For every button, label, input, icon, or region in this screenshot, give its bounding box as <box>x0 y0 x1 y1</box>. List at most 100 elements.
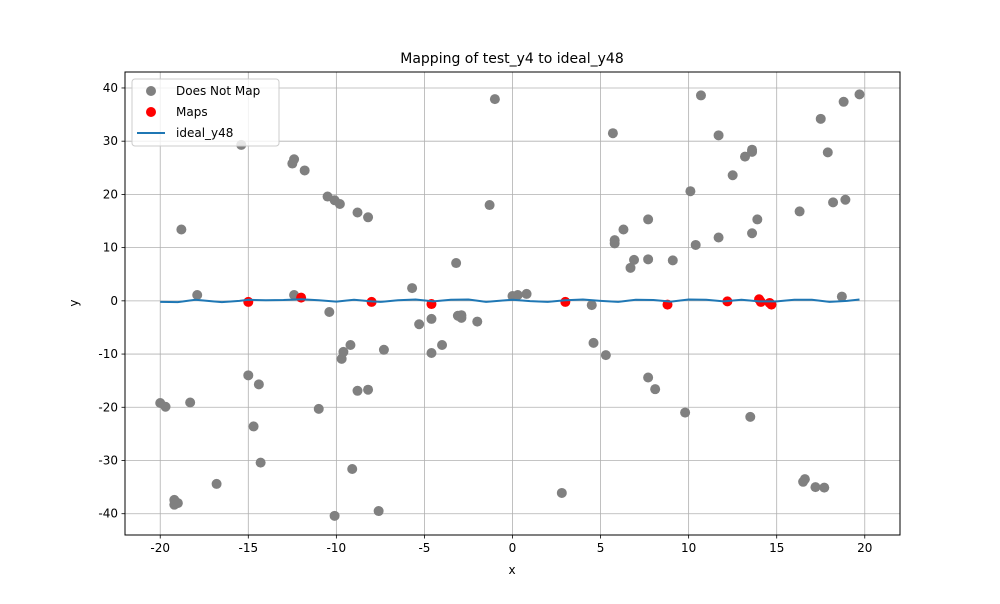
x-tick-label: -15 <box>238 541 258 555</box>
legend-label-ideal: ideal_y48 <box>176 126 233 140</box>
point-does-not-map <box>740 151 750 162</box>
point-does-not-map <box>799 474 810 485</box>
point-does-not-map <box>600 350 611 361</box>
legend-marker-does-not-map <box>146 86 156 96</box>
axis-ticks: -20 -15 -10 -5 0 5 10 15 20 -40 -30 -20 -10 0 10 20 30 40 <box>98 81 872 555</box>
point-does-not-map <box>160 401 171 412</box>
point-does-not-map <box>822 147 833 158</box>
point-does-not-map <box>810 482 821 493</box>
point-does-not-map <box>378 344 389 355</box>
series-layer <box>155 89 865 521</box>
point-does-not-map <box>586 300 597 311</box>
point-does-not-map <box>456 310 467 321</box>
point-does-not-map <box>815 113 826 124</box>
x-tick-label: -5 <box>418 541 430 555</box>
plot-area-frame <box>124 71 901 536</box>
legend-label-maps: Maps <box>176 105 208 119</box>
point-does-not-map <box>713 232 724 243</box>
legend-label-does-not-map: Does Not Map <box>176 84 260 98</box>
point-does-not-map <box>324 307 335 318</box>
point-does-not-map <box>618 224 629 235</box>
y-axis-label: y <box>67 299 81 306</box>
chart-title: Mapping of test_y4 to ideal_y48 <box>400 51 623 67</box>
point-does-not-map <box>556 487 567 498</box>
point-does-not-map <box>607 128 618 139</box>
point-does-not-map <box>363 212 374 223</box>
point-does-not-map <box>752 214 763 225</box>
x-tick-label: -10 <box>327 541 347 555</box>
point-does-not-map <box>414 319 425 330</box>
point-does-not-map <box>373 506 384 517</box>
point-does-not-map <box>437 340 448 351</box>
x-tick-label: 15 <box>769 541 784 555</box>
point-does-not-map <box>747 228 758 239</box>
point-does-not-map <box>352 385 363 396</box>
point-does-not-map <box>253 379 264 390</box>
point-does-not-map <box>192 289 203 300</box>
point-does-not-map <box>854 89 865 100</box>
point-does-not-map <box>329 510 340 521</box>
y-tick-label: 40 <box>103 81 118 95</box>
point-does-not-map <box>512 289 523 300</box>
point-does-not-map <box>484 200 495 211</box>
line-ideal-y48 <box>160 298 860 304</box>
point-does-not-map <box>426 313 437 324</box>
y-tick-label: -10 <box>98 347 118 361</box>
x-tick-label: 20 <box>857 541 872 555</box>
point-does-not-map <box>667 255 678 266</box>
point-does-not-map <box>345 340 356 351</box>
x-tick-label: -20 <box>150 541 170 555</box>
point-does-not-map <box>695 90 706 101</box>
legend-marker-maps <box>146 107 156 117</box>
point-does-not-map <box>836 291 847 302</box>
point-does-not-map <box>713 130 724 141</box>
point-does-not-map <box>629 254 640 265</box>
point-maps <box>560 296 571 307</box>
point-does-not-map <box>185 397 196 408</box>
x-tick-label: 10 <box>681 541 696 555</box>
point-does-not-map <box>451 258 462 269</box>
point-does-not-map <box>407 283 418 294</box>
y-tick-label: 0 <box>110 294 118 308</box>
y-tick-label: 10 <box>103 241 118 255</box>
point-does-not-map <box>643 372 654 383</box>
point-does-not-map <box>172 498 183 509</box>
point-does-not-map <box>299 165 310 176</box>
point-does-not-map <box>828 197 839 208</box>
point-does-not-map <box>243 370 254 381</box>
point-does-not-map <box>521 288 532 299</box>
point-does-not-map <box>338 346 349 357</box>
y-tick-label: -30 <box>98 453 118 467</box>
point-does-not-map <box>840 194 851 205</box>
point-does-not-map <box>176 224 187 235</box>
point-does-not-map <box>747 146 758 157</box>
legend: Does Not Map Maps ideal_y48 <box>131 78 280 147</box>
x-tick-label: 0 <box>509 541 517 555</box>
y-tick-label: -20 <box>98 400 118 414</box>
point-does-not-map <box>334 198 345 209</box>
point-does-not-map <box>426 347 437 358</box>
point-does-not-map <box>643 254 654 265</box>
point-does-not-map <box>609 238 620 249</box>
point-maps <box>243 296 254 307</box>
x-tick-label: 5 <box>597 541 605 555</box>
point-does-not-map <box>588 337 599 348</box>
point-does-not-map <box>819 482 830 493</box>
point-does-not-map <box>685 186 696 197</box>
point-does-not-map <box>794 206 805 217</box>
y-tick-label: 20 <box>103 187 118 201</box>
point-does-not-map <box>745 411 756 422</box>
point-does-not-map <box>690 239 701 250</box>
point-does-not-map <box>289 154 300 165</box>
legend-frame <box>131 78 280 147</box>
point-maps <box>296 292 307 303</box>
y-tick-label: 30 <box>103 134 118 148</box>
point-does-not-map <box>643 214 654 225</box>
point-does-not-map <box>313 403 324 414</box>
point-does-not-map <box>472 316 483 327</box>
y-tick-label: -40 <box>98 507 118 521</box>
point-does-not-map <box>727 170 738 181</box>
point-does-not-map <box>838 96 849 107</box>
point-does-not-map <box>650 384 661 395</box>
